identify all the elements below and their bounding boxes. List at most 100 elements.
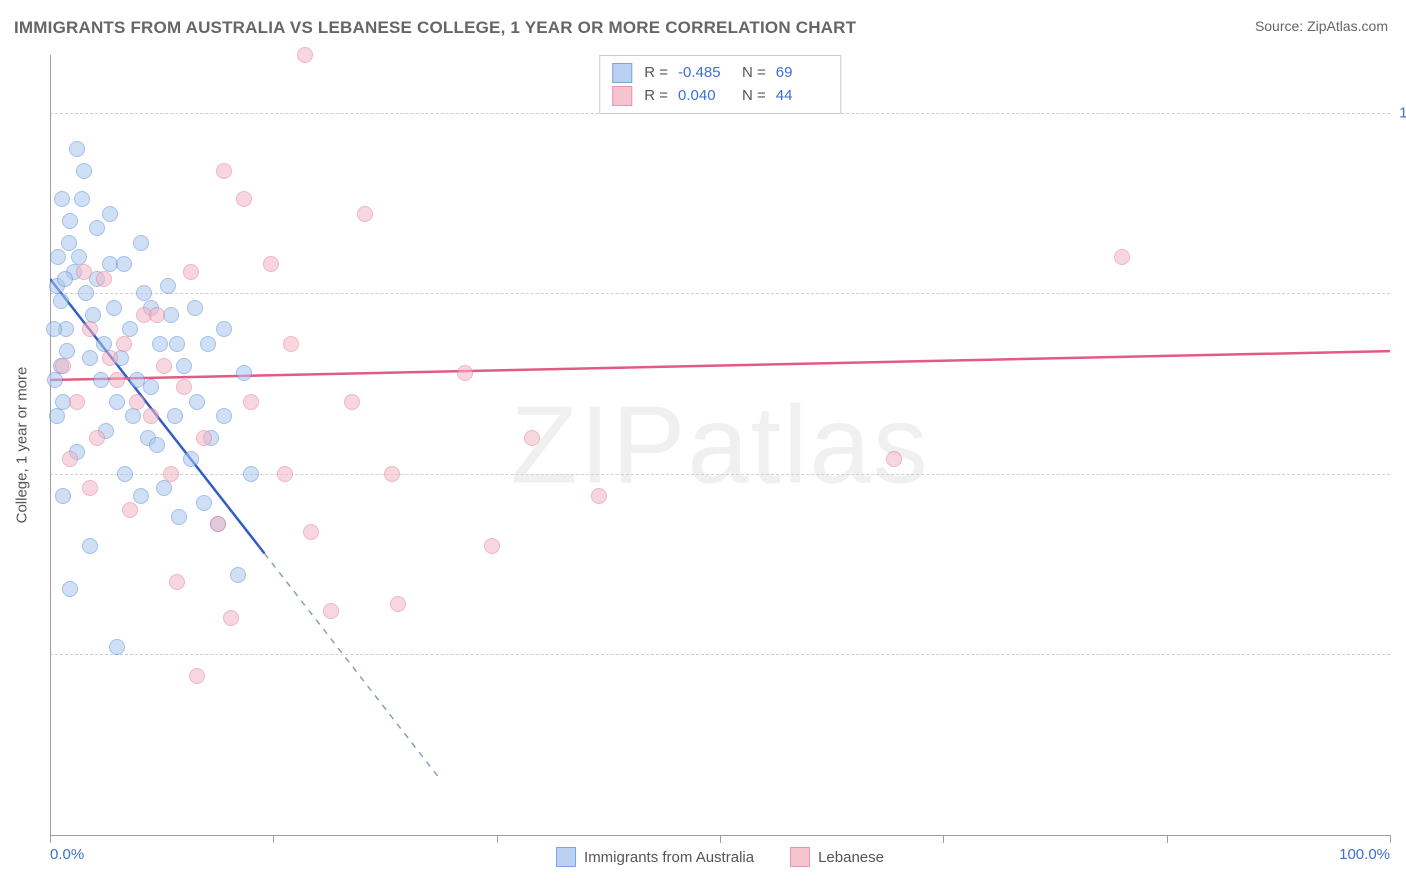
data-point: [89, 220, 105, 236]
data-point: [47, 372, 63, 388]
data-point: [133, 488, 149, 504]
x-tick: [720, 835, 721, 843]
data-point: [109, 372, 125, 388]
data-point: [46, 321, 62, 337]
data-point: [390, 596, 406, 612]
source-attribution: Source: ZipAtlas.com: [1255, 18, 1388, 34]
data-point: [102, 206, 118, 222]
data-point: [93, 372, 109, 388]
data-point: [49, 408, 65, 424]
data-point: [62, 451, 78, 467]
legend-stat-row: R =0.040N =44: [612, 85, 828, 108]
data-point: [82, 480, 98, 496]
data-point: [169, 574, 185, 590]
x-tick: [50, 835, 51, 843]
data-point: [1114, 249, 1130, 265]
data-point: [163, 466, 179, 482]
data-point: [886, 451, 902, 467]
data-point: [189, 394, 205, 410]
x-tick: [943, 835, 944, 843]
data-point: [76, 163, 92, 179]
data-point: [69, 394, 85, 410]
legend-stat-row: R =-0.485N =69: [612, 62, 828, 85]
data-point: [484, 538, 500, 554]
data-point: [109, 394, 125, 410]
data-point: [263, 256, 279, 272]
legend-item: Immigrants from Australia: [556, 847, 754, 867]
data-point: [156, 480, 172, 496]
legend-swatch: [556, 847, 576, 867]
legend-swatch: [612, 86, 632, 106]
data-point: [116, 336, 132, 352]
data-point: [384, 466, 400, 482]
data-point: [89, 430, 105, 446]
data-point: [62, 581, 78, 597]
data-point: [189, 668, 205, 684]
watermark: ZIPatlas: [510, 382, 929, 509]
data-point: [74, 191, 90, 207]
data-point: [236, 191, 252, 207]
y-tick-label: 50.0%: [1394, 465, 1406, 482]
grid-line: [50, 293, 1390, 294]
grid-line: [50, 654, 1390, 655]
data-point: [106, 300, 122, 316]
x-tick-label: 100.0%: [1339, 846, 1390, 863]
data-point: [102, 350, 118, 366]
data-point: [216, 163, 232, 179]
data-point: [117, 466, 133, 482]
data-point: [210, 516, 226, 532]
data-point: [149, 437, 165, 453]
y-tick-label: 100.0%: [1394, 104, 1406, 121]
data-point: [303, 524, 319, 540]
legend-label: Immigrants from Australia: [584, 849, 754, 866]
data-point: [297, 47, 313, 63]
data-point: [196, 495, 212, 511]
y-axis-label: College, 1 year or more: [14, 367, 31, 524]
data-point: [187, 300, 203, 316]
data-point: [344, 394, 360, 410]
data-point: [54, 191, 70, 207]
chart-title: IMMIGRANTS FROM AUSTRALIA VS LEBANESE CO…: [14, 18, 856, 38]
data-point: [243, 466, 259, 482]
y-tick-label: 25.0%: [1394, 646, 1406, 663]
x-tick: [273, 835, 274, 843]
data-point: [82, 321, 98, 337]
data-point: [200, 336, 216, 352]
data-point: [160, 278, 176, 294]
data-point: [143, 408, 159, 424]
data-point: [78, 285, 94, 301]
legend-series: Immigrants from Australia Lebanese: [556, 847, 884, 867]
data-point: [53, 293, 69, 309]
data-point: [167, 408, 183, 424]
x-tick: [497, 835, 498, 843]
data-point: [57, 271, 73, 287]
data-point: [176, 358, 192, 374]
data-point: [122, 502, 138, 518]
data-point: [69, 141, 85, 157]
data-point: [171, 509, 187, 525]
x-tick-label: 0.0%: [50, 846, 84, 863]
data-point: [277, 466, 293, 482]
y-axis: [50, 55, 51, 835]
data-point: [85, 307, 101, 323]
data-point: [55, 488, 71, 504]
data-point: [156, 358, 172, 374]
legend-stats: R =-0.485N =69R =0.040N =44: [599, 55, 841, 114]
data-point: [183, 451, 199, 467]
data-point: [357, 206, 373, 222]
legend-label: Lebanese: [818, 849, 884, 866]
data-point: [149, 307, 165, 323]
data-point: [223, 610, 239, 626]
data-point: [82, 538, 98, 554]
data-point: [323, 603, 339, 619]
data-point: [230, 567, 246, 583]
data-point: [50, 249, 66, 265]
data-point: [82, 350, 98, 366]
data-point: [243, 394, 259, 410]
data-point: [143, 379, 159, 395]
data-point: [76, 264, 92, 280]
data-point: [152, 336, 168, 352]
data-point: [129, 394, 145, 410]
legend-item: Lebanese: [790, 847, 884, 867]
scatter-plot-area: College, 1 year or more ZIPatlas 25.0%50…: [50, 55, 1390, 835]
